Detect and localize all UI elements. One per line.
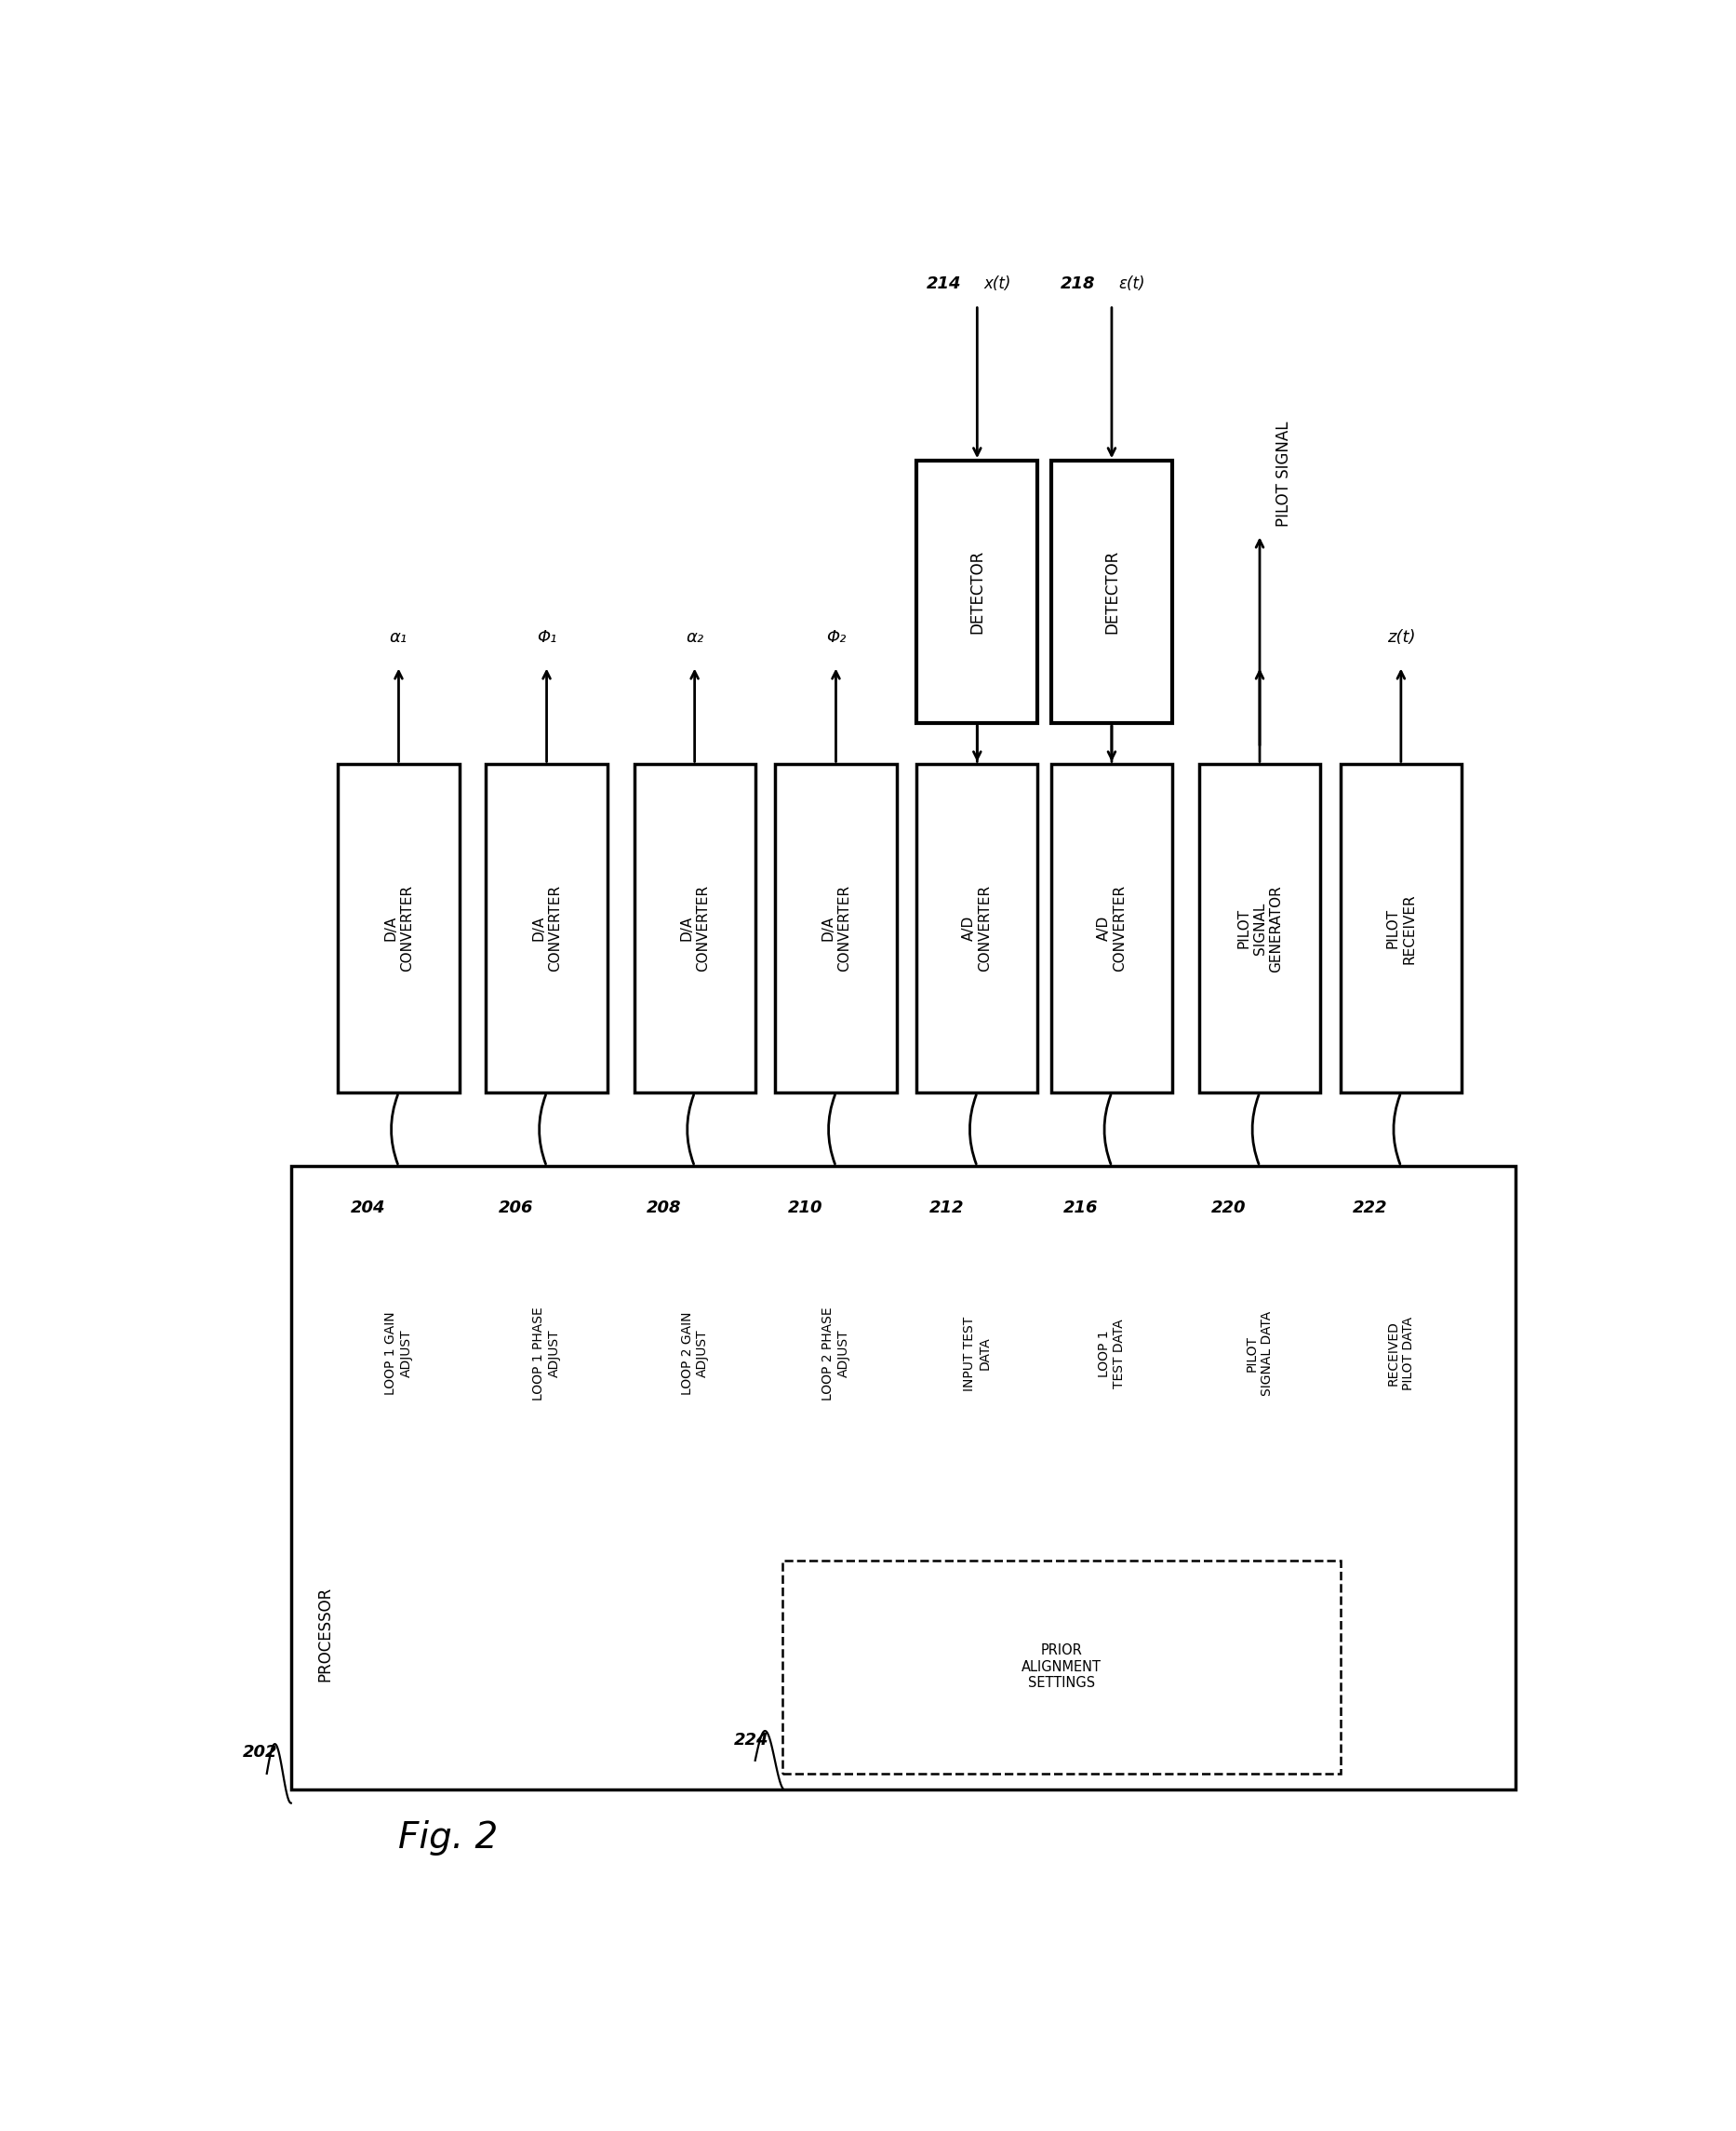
Bar: [1052, 765, 1172, 1093]
Bar: [486, 765, 608, 1093]
Text: 214: 214: [925, 275, 962, 292]
Text: LOOP 2 GAIN
ADJUST: LOOP 2 GAIN ADJUST: [681, 1313, 708, 1396]
Text: 202: 202: [243, 1743, 278, 1760]
Text: LOOP 1 PHASE
ADJUST: LOOP 1 PHASE ADJUST: [533, 1306, 561, 1400]
Text: PILOT
SIGNAL DATA: PILOT SIGNAL DATA: [1246, 1311, 1274, 1396]
Text: D/A
CONVERTER: D/A CONVERTER: [384, 884, 413, 972]
Text: z(t): z(t): [1387, 629, 1415, 646]
Text: PILOT SIGNAL: PILOT SIGNAL: [1276, 420, 1293, 526]
Text: 224: 224: [734, 1733, 769, 1750]
Text: A/D
CONVERTER: A/D CONVERTER: [1097, 884, 1127, 972]
Text: D/A
CONVERTER: D/A CONVERTER: [821, 884, 851, 972]
Text: INPUT TEST
DATA: INPUT TEST DATA: [963, 1317, 991, 1392]
Text: x(t): x(t): [984, 275, 1010, 292]
Bar: [339, 765, 458, 1093]
Text: A/D
CONVERTER: A/D CONVERTER: [962, 884, 993, 972]
Text: 212: 212: [929, 1200, 963, 1217]
Bar: [1340, 765, 1462, 1093]
Bar: [1200, 765, 1319, 1093]
Text: PILOT
RECEIVER: PILOT RECEIVER: [1385, 893, 1417, 963]
Text: Fig. 2: Fig. 2: [399, 1820, 498, 1856]
Text: DETECTOR: DETECTOR: [969, 550, 986, 635]
Text: PRIOR
ALIGNMENT
SETTINGS: PRIOR ALIGNMENT SETTINGS: [1021, 1643, 1101, 1690]
Text: 216: 216: [1064, 1200, 1099, 1217]
Bar: [781, 1560, 1340, 1773]
Bar: [776, 765, 896, 1093]
Text: D/A
CONVERTER: D/A CONVERTER: [679, 884, 710, 972]
Text: LOOP 1
TEST DATA: LOOP 1 TEST DATA: [1097, 1319, 1125, 1387]
Bar: [634, 765, 755, 1093]
Bar: [917, 460, 1038, 722]
Text: DETECTOR: DETECTOR: [1104, 550, 1120, 635]
Text: Φ₁: Φ₁: [536, 629, 557, 646]
Text: 204: 204: [351, 1200, 385, 1217]
Text: 210: 210: [788, 1200, 823, 1217]
Text: α₁: α₁: [391, 629, 408, 646]
Text: 208: 208: [646, 1200, 681, 1217]
Text: RECEIVED
PILOT DATA: RECEIVED PILOT DATA: [1387, 1317, 1415, 1389]
Bar: [917, 765, 1038, 1093]
Bar: [292, 1166, 1516, 1790]
Bar: [1052, 460, 1172, 722]
Text: 222: 222: [1352, 1200, 1387, 1217]
Text: 218: 218: [1061, 275, 1095, 292]
Text: α₂: α₂: [686, 629, 703, 646]
Text: D/A
CONVERTER: D/A CONVERTER: [531, 884, 562, 972]
Text: LOOP 1 GAIN
ADJUST: LOOP 1 GAIN ADJUST: [385, 1313, 413, 1396]
Text: Φ₂: Φ₂: [826, 629, 845, 646]
Text: PROCESSOR: PROCESSOR: [316, 1585, 333, 1681]
Text: LOOP 2 PHASE
ADJUST: LOOP 2 PHASE ADJUST: [821, 1306, 851, 1400]
Text: 220: 220: [1212, 1200, 1246, 1217]
Text: PILOT
SIGNAL
GENERATOR: PILOT SIGNAL GENERATOR: [1236, 884, 1283, 972]
Text: ε(t): ε(t): [1118, 275, 1146, 292]
Text: 206: 206: [498, 1200, 533, 1217]
